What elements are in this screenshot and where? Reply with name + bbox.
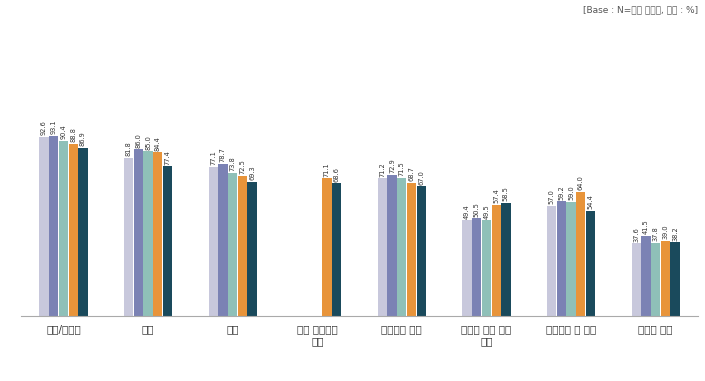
Text: 58.5: 58.5 (503, 186, 509, 201)
Bar (670, 242, 680, 316)
Bar (49, 136, 59, 316)
Text: 38.2: 38.2 (672, 226, 678, 240)
Bar (143, 151, 153, 316)
Text: 59.2: 59.2 (558, 185, 564, 200)
Text: 71.1: 71.1 (324, 162, 330, 177)
Text: 77.4: 77.4 (164, 150, 171, 165)
Bar (586, 211, 595, 316)
Bar (501, 203, 510, 316)
Text: 84.4: 84.4 (155, 136, 161, 151)
Bar (651, 243, 661, 316)
Text: 50.5: 50.5 (474, 202, 479, 217)
Bar (247, 182, 257, 316)
Bar (238, 176, 247, 316)
Text: 93.1: 93.1 (51, 120, 56, 134)
Bar (547, 206, 556, 316)
Text: 54.4: 54.4 (587, 194, 594, 209)
Text: 86.0: 86.0 (135, 133, 141, 148)
Text: 92.6: 92.6 (41, 120, 47, 135)
Bar (332, 183, 341, 316)
Bar (566, 202, 576, 316)
Bar (397, 178, 407, 316)
Bar (209, 166, 218, 316)
Bar (472, 218, 482, 316)
Text: 49.4: 49.4 (464, 204, 470, 219)
Text: 71.2: 71.2 (379, 162, 386, 176)
Bar (576, 192, 585, 316)
Text: 67.0: 67.0 (418, 170, 424, 185)
Text: 68.6: 68.6 (333, 167, 340, 182)
Text: 68.7: 68.7 (409, 166, 415, 181)
Text: 57.4: 57.4 (493, 189, 499, 203)
Text: 85.0: 85.0 (145, 135, 151, 150)
Text: 71.5: 71.5 (399, 161, 405, 176)
Text: 69.3: 69.3 (249, 166, 255, 180)
Bar (78, 147, 87, 316)
Bar (39, 136, 49, 316)
Text: 59.0: 59.0 (568, 186, 574, 200)
Text: 37.6: 37.6 (633, 227, 639, 242)
Bar (661, 240, 670, 316)
Text: 39.0: 39.0 (663, 224, 668, 239)
Text: 77.1: 77.1 (210, 150, 216, 165)
Text: 81.8: 81.8 (125, 141, 132, 156)
Text: 73.8: 73.8 (230, 157, 235, 171)
Text: 72.9: 72.9 (389, 158, 395, 173)
Text: 88.8: 88.8 (70, 128, 76, 142)
Bar (462, 220, 472, 316)
Bar (124, 157, 133, 316)
Text: 41.5: 41.5 (643, 219, 649, 234)
Bar (407, 183, 416, 316)
Bar (134, 149, 143, 316)
Text: 78.7: 78.7 (220, 147, 226, 162)
Bar (59, 141, 68, 316)
Text: 72.5: 72.5 (240, 159, 245, 174)
Bar (482, 220, 491, 316)
Bar (417, 186, 426, 316)
Text: [Base : N=극장 관람층, 단위 : %]: [Base : N=극장 관람층, 단위 : %] (583, 6, 698, 15)
Text: 57.0: 57.0 (548, 189, 555, 204)
Text: 49.5: 49.5 (484, 204, 489, 219)
Bar (491, 205, 501, 316)
Text: 86.9: 86.9 (80, 131, 86, 146)
Bar (642, 236, 651, 316)
Bar (388, 175, 397, 316)
Text: 37.8: 37.8 (653, 227, 658, 241)
Bar (557, 202, 566, 316)
Text: 64.0: 64.0 (578, 176, 584, 190)
Bar (632, 243, 641, 316)
Bar (68, 144, 78, 316)
Bar (378, 178, 387, 316)
Bar (219, 163, 228, 316)
Bar (228, 173, 238, 316)
Bar (153, 152, 162, 316)
Bar (322, 178, 331, 316)
Bar (163, 166, 172, 316)
Text: 90.4: 90.4 (61, 125, 66, 139)
